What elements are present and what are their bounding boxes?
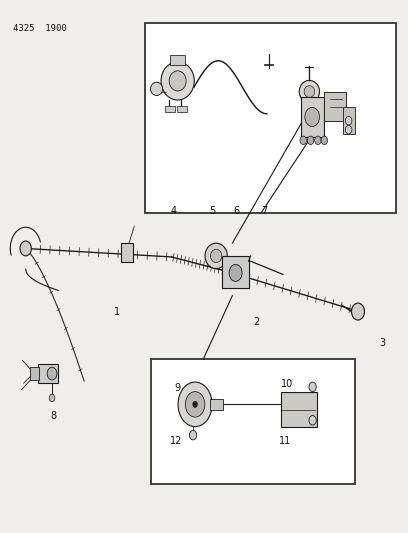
Ellipse shape bbox=[161, 62, 194, 100]
Ellipse shape bbox=[211, 249, 222, 263]
Circle shape bbox=[307, 136, 314, 144]
Bar bbox=[343, 108, 355, 134]
Circle shape bbox=[185, 392, 205, 417]
Text: 11: 11 bbox=[279, 437, 291, 447]
Circle shape bbox=[47, 367, 57, 380]
Circle shape bbox=[346, 125, 352, 134]
Bar bbox=[171, 55, 185, 65]
Ellipse shape bbox=[299, 80, 319, 103]
Circle shape bbox=[189, 430, 197, 440]
Bar bbox=[281, 392, 317, 426]
Bar bbox=[324, 92, 346, 120]
Ellipse shape bbox=[151, 82, 163, 95]
Ellipse shape bbox=[169, 71, 186, 91]
Text: 8: 8 bbox=[50, 411, 56, 421]
Text: 5: 5 bbox=[209, 206, 215, 216]
Circle shape bbox=[229, 264, 242, 281]
Circle shape bbox=[309, 416, 316, 425]
Bar bbox=[151, 359, 355, 484]
Bar bbox=[211, 399, 223, 410]
Ellipse shape bbox=[304, 86, 315, 98]
Bar bbox=[30, 367, 39, 380]
Text: 10: 10 bbox=[282, 379, 294, 389]
Text: 1: 1 bbox=[114, 306, 120, 317]
Text: 9: 9 bbox=[175, 383, 181, 393]
Circle shape bbox=[352, 303, 364, 320]
Circle shape bbox=[178, 382, 212, 426]
Circle shape bbox=[20, 241, 31, 256]
Circle shape bbox=[309, 382, 316, 392]
Ellipse shape bbox=[205, 243, 227, 269]
Text: 3: 3 bbox=[379, 338, 386, 349]
Bar bbox=[222, 256, 248, 288]
Circle shape bbox=[193, 401, 197, 408]
Text: 7: 7 bbox=[262, 206, 268, 216]
Text: 2: 2 bbox=[253, 317, 260, 327]
Bar bbox=[145, 22, 397, 214]
Circle shape bbox=[305, 108, 319, 126]
Bar bbox=[301, 97, 324, 136]
Text: 4: 4 bbox=[171, 206, 177, 216]
Circle shape bbox=[346, 116, 352, 125]
Circle shape bbox=[300, 136, 306, 144]
Bar bbox=[177, 107, 187, 112]
Circle shape bbox=[49, 394, 55, 402]
Text: 4325  1900: 4325 1900 bbox=[13, 23, 67, 33]
Bar bbox=[38, 364, 58, 383]
Circle shape bbox=[321, 136, 328, 144]
Text: 6: 6 bbox=[233, 206, 239, 216]
Text: 12: 12 bbox=[170, 437, 183, 447]
Bar bbox=[165, 107, 175, 112]
Circle shape bbox=[315, 136, 321, 144]
Bar bbox=[121, 243, 133, 262]
